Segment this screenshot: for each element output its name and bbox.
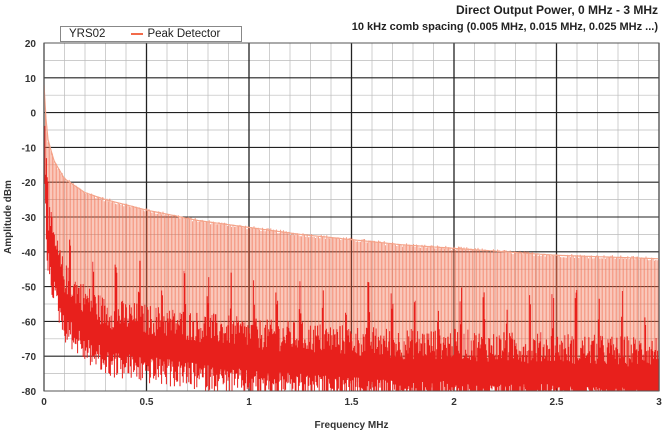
plot-frame [43,42,660,392]
x-tick-label: 2 [451,397,457,408]
x-tick-label: 0.5 [140,397,154,408]
y-tick-label: 20 [25,39,37,50]
x-tick-label: 3 [656,397,662,408]
legend-label-peak-detector: Peak Detector [147,28,221,40]
chart-subtitle: 10 kHz comb spacing (0.005 MHz, 0.015 MH… [351,21,658,33]
y-tick-label: -20 [22,178,37,189]
legend-label-yrs02: YRS02 [69,28,106,40]
legend-swatch-peak-detector [131,33,144,35]
y-tick-label: 10 [25,74,37,85]
series-peak-detector-envelope [43,84,658,260]
y-tick-label: -60 [22,317,37,328]
x-tick-label: 1.5 [345,397,359,408]
y-axis-ticks: 20 10 0 -10 -20 -30 -40 -50 -60 -70 -80 [22,39,37,398]
y-tick-label: -80 [22,387,37,398]
legend-item-peak-detector: Peak Detector [131,28,220,40]
legend-item-yrs02: YRS02 [69,28,105,40]
y-tick-label: 0 [30,109,36,120]
chart-title: Direct Output Power, 0 MHz - 3 MHz [455,3,658,17]
y-tick-label: -40 [22,248,37,259]
x-tick-label: 1 [246,397,252,408]
x-tick-label: 0 [41,397,47,408]
y-tick-label: -50 [22,283,37,294]
x-tick-label: 2.5 [550,397,564,408]
x-axis-ticks: 0 0.5 1 1.5 2 2.5 3 [41,397,662,408]
y-axis-label: Amplitude dBm [3,180,14,254]
x-axis-label: Frequency MHz [315,420,389,431]
y-tick-label: -30 [22,213,37,224]
legend: YRS02 Peak Detector [60,26,242,42]
y-tick-label: -70 [22,352,37,363]
y-tick-label: -10 [22,143,37,154]
